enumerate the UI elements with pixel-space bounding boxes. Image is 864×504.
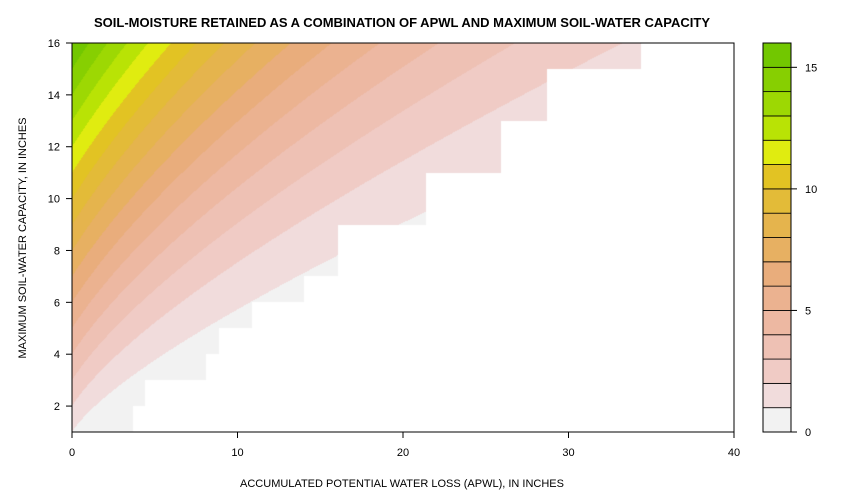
- colorbar-tick-label: 15: [805, 62, 817, 74]
- colorbar-segment: [762, 310, 792, 336]
- y-axis-label: MAXIMUM SOIL-WATER CAPACITY, IN INCHES: [17, 117, 29, 358]
- x-axis-label: ACCUMULATED POTENTIAL WATER LOSS (APWL),…: [240, 478, 564, 490]
- x-axis: 0 10 20 30 40: [69, 431, 740, 459]
- colorbar-segment: [762, 42, 792, 68]
- y-tick-label: 10: [48, 194, 60, 206]
- contour-plot-area: [72, 43, 734, 432]
- colorbar-tick-label: 10: [805, 184, 817, 196]
- colorbar-legend: 0 5 10 15: [762, 42, 817, 439]
- contour-fill: [72, 43, 734, 432]
- colorbar-segment: [762, 188, 792, 214]
- y-tick-label: 6: [54, 297, 60, 309]
- x-tick-label: 40: [728, 447, 740, 459]
- colorbar-segment: [762, 212, 792, 238]
- colorbar-border: [762, 42, 792, 433]
- y-tick-label: 14: [48, 90, 60, 102]
- y-axis: 2 4 6 8 10 12 14 16: [48, 38, 73, 413]
- y-tick-label: 2: [54, 401, 60, 413]
- y-tick-label: 16: [48, 38, 60, 50]
- colorbar-segment: [762, 382, 792, 409]
- x-tick-label: 20: [397, 447, 409, 459]
- colorbar-segment: [762, 285, 792, 311]
- colorbar-segment: [762, 115, 792, 141]
- colorbar-tick-label: 0: [805, 427, 811, 439]
- colorbar-segment: [762, 66, 792, 93]
- y-tick-label: 4: [54, 349, 60, 361]
- colorbar-segment: [762, 358, 792, 384]
- x-tick-label: 30: [562, 447, 574, 459]
- colorbar-segment: [762, 91, 792, 117]
- x-tick-label: 0: [69, 447, 75, 459]
- y-tick-label: 12: [48, 142, 60, 154]
- colorbar-segment: [762, 407, 792, 433]
- colorbar-segment: [762, 237, 792, 263]
- y-tick-label: 8: [54, 245, 60, 257]
- colorbar-tick-label: 5: [805, 305, 811, 317]
- colorbar-segment: [762, 334, 792, 360]
- x-tick-label: 10: [231, 447, 243, 459]
- colorbar-segment: [762, 261, 792, 287]
- chart-title: SOIL-MOISTURE RETAINED AS A COMBINATION …: [94, 15, 710, 30]
- colorbar-segment: [762, 139, 792, 165]
- colorbar-segment: [762, 164, 792, 190]
